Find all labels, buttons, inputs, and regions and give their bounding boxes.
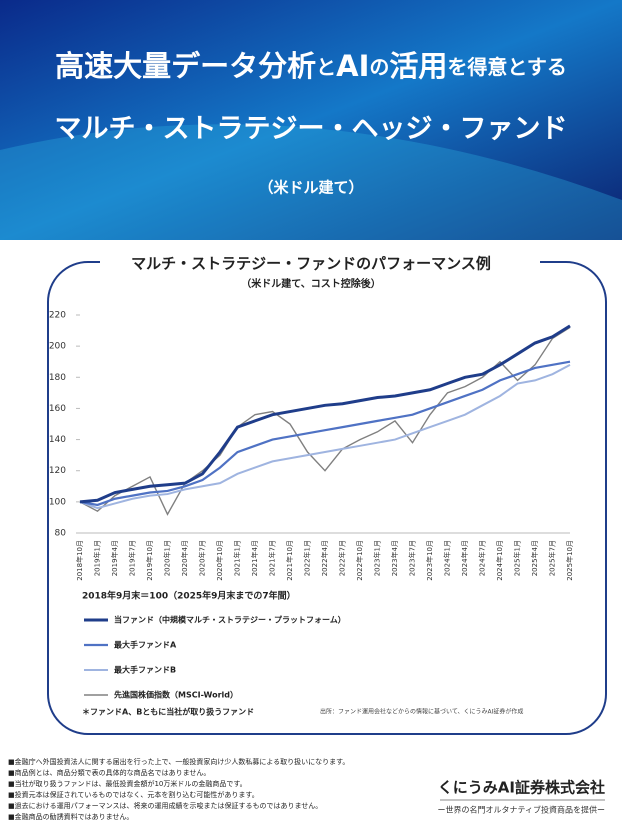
title-mask [100, 252, 540, 272]
disclaimer: ■過去における運用パフォーマンスは、将来の運用成績を示唆または保証するものではあ… [8, 801, 322, 810]
footnote: ＊ファンドA、Bともに当社が取り扱うファンド [82, 707, 254, 717]
header-band [0, 0, 622, 240]
chart-subtitle: （米ドル建て、コスト控除後） [241, 277, 381, 290]
y-tick-label: 100 [49, 497, 66, 507]
x-tick-label: 2019年1月 [93, 540, 102, 576]
x-tick-label: 2022年1月 [303, 540, 312, 576]
chart-title: マルチ・ストラテジー・ファンドのパフォーマンス例 [131, 255, 491, 273]
x-tick-label: 2021年7月 [268, 540, 277, 576]
x-tick-label: 2025年7月 [548, 540, 557, 576]
source: 出所：ファンド運用会社などからの情報に基づいて、くにうみAI証券が作成 [320, 708, 523, 716]
legend-label: 先進国株価指数（MSCI-World） [114, 690, 238, 700]
x-tick-label: 2020年7月 [198, 540, 207, 576]
x-tick-label: 2020年10月 [215, 540, 224, 581]
y-tick-label: 140 [49, 435, 66, 445]
header-title2: マルチ・ストラテジー・ヘッジ・ファンド [55, 114, 568, 145]
series-line [79, 324, 571, 504]
y-tick-label: 180 [49, 373, 66, 383]
disclaimer: ■金融商品の勧誘資料ではありません。 [8, 812, 133, 821]
header-title: 高速大量データ分析とAIの活用を得意とする [55, 49, 567, 83]
x-tick-label: 2022年10月 [355, 540, 364, 581]
y-tick-label: 220 [49, 311, 66, 321]
x-tick-label: 2021年10月 [285, 540, 294, 581]
x-tick-label: 2021年4月 [250, 540, 259, 576]
disclaimer: ■当社が取り扱うファンドは、最低投資金額が10万米ドルの金融商品です。 [8, 779, 247, 788]
x-tick-label: 2019年10月 [145, 540, 154, 581]
x-tick-label: 2023年7月 [408, 540, 417, 576]
x-tick-label: 2023年10月 [425, 540, 434, 581]
y-tick-label: 80 [55, 529, 67, 539]
x-tick-label: 2019年4月 [110, 540, 119, 576]
x-tick-label: 2022年4月 [320, 540, 329, 576]
x-tick-label: 2023年1月 [373, 540, 382, 576]
company-tagline: ー世界の名門オルタナティブ投資商品を提供ー [437, 805, 605, 815]
x-tick-label: 2021年1月 [233, 540, 242, 576]
x-tick-label: 2020年4月 [180, 540, 189, 576]
disclaimer: ■金融庁へ外国投資法人に関する届出を行った上で、一般投資家向け少人数私募による取… [8, 757, 349, 766]
y-tick-label: 200 [49, 342, 66, 352]
x-tick-label: 2025年1月 [513, 540, 522, 576]
x-tick-label: 2020年1月 [163, 540, 172, 576]
y-tick-label: 160 [49, 404, 66, 414]
x-tick-label: 2024年7月 [478, 540, 487, 576]
x-tick-label: 2023年4月 [390, 540, 399, 576]
series-line [79, 363, 571, 510]
x-tick-label: 2025年4月 [530, 540, 539, 576]
legend-label: 最大手ファンドA [114, 640, 177, 650]
header-wave [0, 124, 622, 240]
x-tick-label: 2024年10月 [495, 540, 504, 581]
chart-note: 2018年9月末＝100（2025年9月末までの7年間） [82, 590, 296, 602]
x-tick-label: 2024年1月 [443, 540, 452, 576]
x-tick-label: 2018年10月 [75, 540, 84, 581]
header-subtitle: （米ドル建て） [258, 179, 363, 197]
disclaimer: ■投資元本は保証されているものではなく、元本を割り込む可能性があります。 [8, 790, 259, 799]
company-name: くにうみAI証券株式会社 [438, 779, 605, 797]
series-line [79, 360, 571, 507]
x-tick-label: 2024年4月 [460, 540, 469, 576]
x-tick-label: 2019年7月 [128, 540, 137, 576]
y-tick-label: 120 [49, 466, 66, 476]
disclaimer: ■商品例とは、商品分類で表の具体的な商品名ではありません。 [8, 768, 210, 777]
x-tick-label: 2025年10月 [565, 540, 574, 581]
x-tick-label: 2022年7月 [338, 540, 347, 576]
legend-label: 最大手ファンドB [114, 665, 176, 675]
legend-label: 当ファンド（中規模マルチ・ストラテジー・プラットフォーム） [114, 615, 346, 625]
